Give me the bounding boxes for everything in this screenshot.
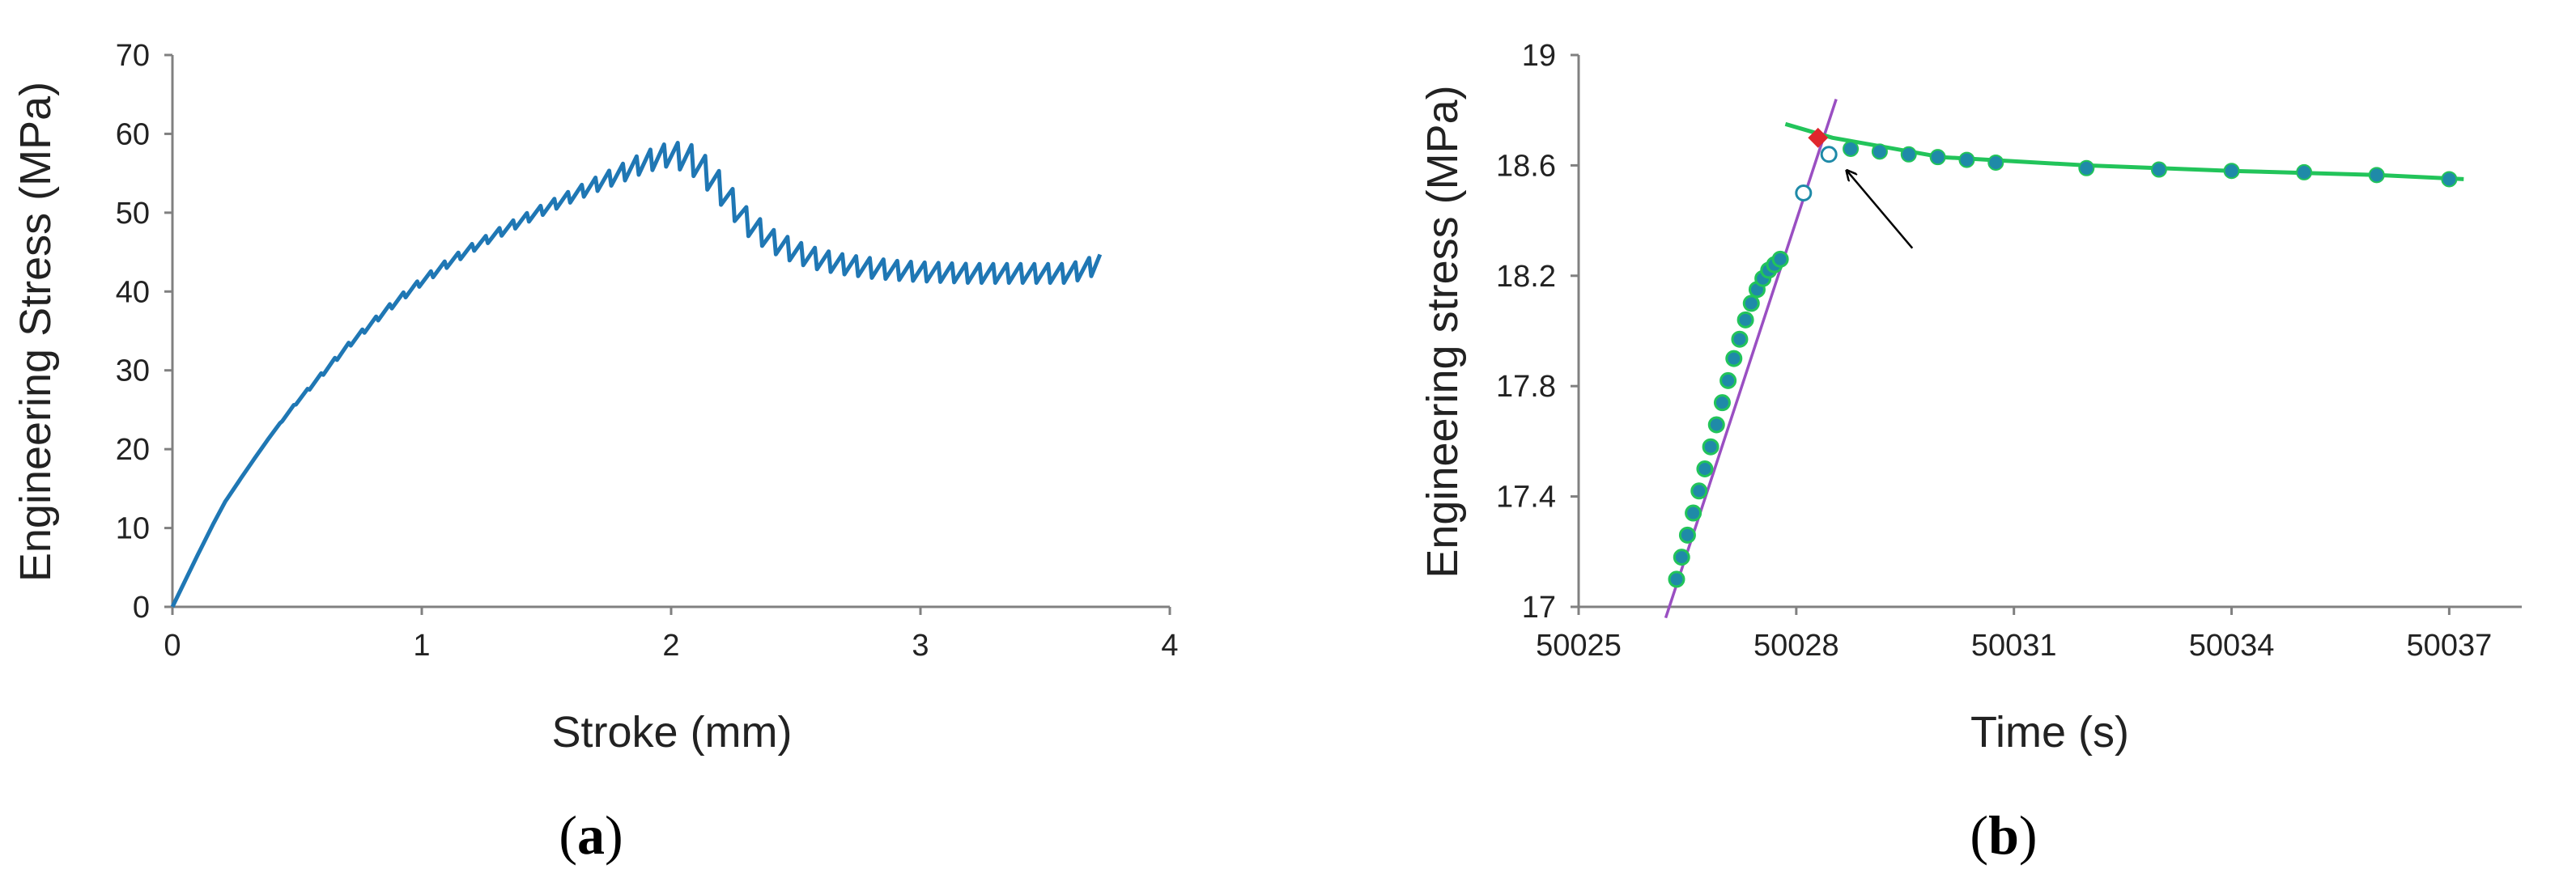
data-point-relaxation	[2441, 171, 2458, 188]
data-point-loading	[1742, 295, 1760, 312]
y-tick-label: 20	[116, 433, 150, 467]
chart-a-ylabel: Engineering Stress (MPa)	[11, 82, 60, 582]
data-point-relaxation	[1958, 151, 1975, 168]
data-point-loading	[1673, 549, 1690, 566]
chart-a-xlabel: Stroke (mm)	[552, 708, 793, 757]
data-point-relaxation	[2078, 159, 2095, 176]
x-tick-label: 3	[912, 629, 929, 663]
data-point-relaxation	[1929, 149, 1946, 166]
data-point-relaxation	[2150, 161, 2167, 178]
data-point-loading	[1771, 250, 1789, 268]
panel-label-a-close: )	[605, 804, 623, 866]
y-tick-label: 18.6	[1496, 149, 1556, 183]
data-point-loading	[1696, 460, 1714, 477]
x-tick-label: 50034	[2189, 629, 2275, 663]
data-point-loading	[1736, 311, 1754, 329]
data-point-loading	[1702, 438, 1719, 456]
y-tick-label: 10	[116, 512, 150, 546]
y-tick-label: 60	[116, 117, 150, 151]
data-point-loading	[1707, 416, 1725, 434]
chart-b-tick-labels: 50025 50028 50031 50034 50037 17 17.4 17.8 18.2 1…	[1496, 39, 2492, 663]
y-tick-label: 18.2	[1496, 260, 1556, 294]
chart-b-xlabel: Time (s)	[1970, 708, 2129, 757]
y-tick-label: 19	[1522, 39, 1556, 73]
panel-label-b-open: (	[1970, 804, 1988, 866]
data-point-relaxation	[2368, 167, 2385, 184]
data-point-loading	[1719, 371, 1737, 389]
x-tick-label: 1	[413, 629, 430, 663]
data-point-loading	[1668, 570, 1685, 588]
data-point-relaxation	[2223, 163, 2240, 180]
y-tick-label: 17.8	[1496, 370, 1556, 404]
data-point-relaxation	[1871, 143, 1888, 160]
data-point-relaxation	[1900, 146, 1917, 163]
x-tick-label: 50037	[2407, 629, 2493, 663]
annotation-arrow	[1847, 171, 1914, 249]
y-tick-label: 30	[116, 354, 150, 388]
chart-b-fit-lines	[1664, 99, 2464, 619]
data-point-loading	[1690, 482, 1708, 500]
data-point-loading	[1731, 330, 1749, 348]
y-tick-label: 40	[116, 275, 150, 309]
data-point-open	[1795, 184, 1813, 201]
data-point-loading	[1678, 526, 1696, 544]
chart-a-marks	[170, 141, 1103, 608]
x-tick-label: 50025	[1536, 629, 1622, 663]
chart-b-marks	[1668, 127, 2458, 588]
data-point-loading	[1725, 350, 1743, 367]
data-point-loading	[1685, 504, 1702, 522]
y-tick-label: 50	[116, 197, 150, 231]
panel-label-b-letter: b	[1988, 804, 2019, 866]
y-tick-label: 0	[133, 591, 150, 625]
panel-label-a: (a)	[559, 804, 623, 866]
data-point-intersection	[1808, 127, 1829, 148]
chart-a-axes	[164, 53, 1171, 615]
chart-b-axes	[1571, 53, 2522, 615]
panel-label-a-open: (	[559, 804, 577, 866]
series-line-stress-curve	[170, 141, 1103, 608]
y-tick-label: 17.4	[1496, 481, 1556, 515]
x-tick-label: 50028	[1753, 629, 1839, 663]
data-point-relaxation	[2296, 163, 2313, 180]
panel-label-b-close: )	[2019, 804, 2038, 866]
panel-label-a-letter: a	[577, 804, 605, 866]
x-tick-label: 50031	[1971, 629, 2057, 663]
data-point-loading	[1713, 394, 1731, 412]
data-point-relaxation	[1987, 154, 2004, 171]
y-tick-label: 70	[116, 39, 150, 73]
x-tick-label: 2	[662, 629, 679, 663]
chart-b-ylabel: Engineering stress (MPa)	[1418, 85, 1467, 578]
x-tick-label: 0	[164, 629, 181, 663]
chart-panel-b: 50025 50028 50031 50034 50037 17 17.4 17.8 18.2 1…	[1418, 39, 2522, 866]
y-tick-label: 17	[1522, 591, 1556, 625]
panel-label-b: (b)	[1970, 804, 2037, 866]
data-point-open	[1820, 146, 1838, 163]
data-point-relaxation	[1843, 140, 1860, 157]
x-tick-label: 4	[1161, 629, 1178, 663]
